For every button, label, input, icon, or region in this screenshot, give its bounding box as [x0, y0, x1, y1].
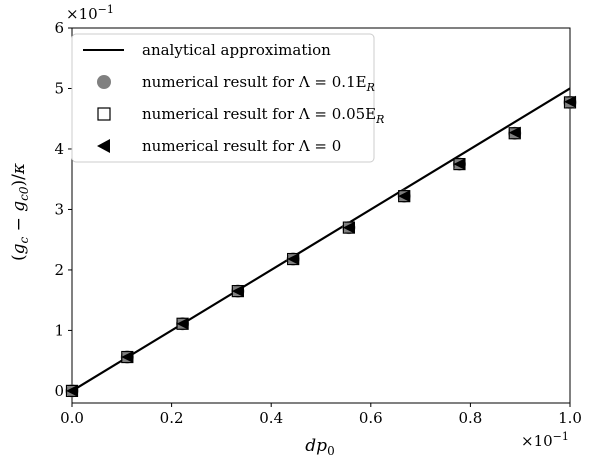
legend-frame: [71, 33, 375, 163]
legend-item-analytical: analytical approximation: [83, 41, 331, 59]
legend-label-lambda-0.05: numerical result for Λ = 0.05ER: [142, 105, 384, 126]
data-point-triangle: [342, 221, 355, 234]
legend-square-marker: [97, 107, 111, 121]
x-tick-label: 1.0: [558, 409, 582, 427]
data-point-triangle: [121, 351, 134, 364]
x-tick-label: 0.2: [160, 409, 184, 427]
y-axis-multiplier: ×10−1: [66, 3, 114, 23]
y-tick-label: 2: [54, 261, 64, 279]
legend-item-lambda-0: numerical result for Λ = 0: [97, 137, 341, 155]
legend: analytical approximation numerical resul…: [71, 33, 384, 163]
data-point-triangle: [564, 95, 576, 108]
legend-circle-marker: [97, 75, 111, 89]
x-tick-label: 0.4: [259, 409, 283, 427]
y-tick-label: 3: [54, 200, 64, 218]
legend-item-lambda-0.05: numerical result for Λ = 0.05ER: [97, 105, 384, 126]
x-axis-label: dp0: [305, 436, 334, 455]
x-tick-label: 0.8: [458, 409, 482, 427]
x-tick-label: 0.0: [60, 409, 84, 427]
data-point-triangle: [231, 285, 244, 298]
analytical-line: [71, 87, 571, 392]
data-point-triangle: [287, 253, 300, 266]
y-tick-label: 1: [54, 321, 64, 339]
data-point-triangle: [176, 317, 189, 330]
plot-area: 0.0 0.2 0.4 0.6 0.8 1.0 0 1 2 3 4 5 6: [54, 19, 581, 427]
y-tick-label: 0: [54, 382, 64, 400]
data-point-triangle: [398, 190, 411, 203]
y-tick-label: 4: [54, 140, 64, 158]
data-point-triangle: [508, 126, 521, 139]
legend-label-lambda-0.1: numerical result for Λ = 0.1ER: [142, 73, 375, 94]
legend-triangle-marker: [97, 139, 110, 153]
legend-label-analytical: analytical approximation: [142, 41, 331, 59]
data-point-triangle: [453, 158, 466, 171]
y-tick-label: 6: [54, 19, 64, 37]
legend-item-lambda-0.1: numerical result for Λ = 0.1ER: [97, 73, 375, 94]
y-axis-label: (gc − gc0)/κ: [9, 163, 31, 261]
x-axis-multiplier: ×10−1: [521, 430, 569, 450]
x-tick-label: 0.6: [359, 409, 383, 427]
legend-label-lambda-0: numerical result for Λ = 0: [142, 137, 341, 155]
axes-frame: [71, 27, 571, 404]
data-point-triangle: [66, 384, 78, 397]
y-tick-label: 5: [54, 79, 64, 97]
